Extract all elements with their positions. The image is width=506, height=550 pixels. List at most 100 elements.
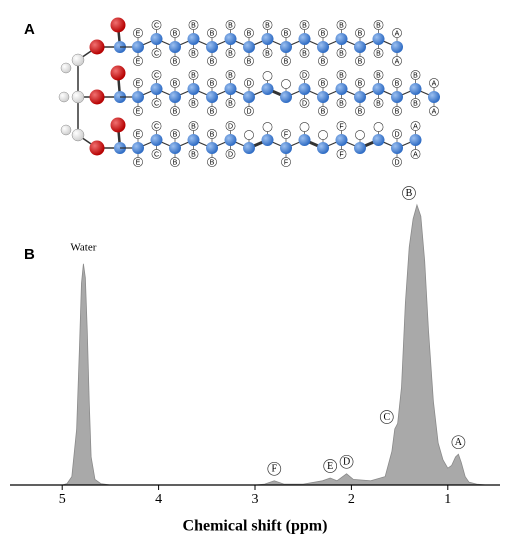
- hydrogen: [281, 79, 291, 89]
- proton-label: B: [210, 159, 215, 166]
- proton-label: B: [191, 123, 196, 130]
- hydrogen: [133, 56, 143, 66]
- hydrogen: [133, 157, 143, 167]
- proton-label: D: [246, 108, 251, 115]
- proton-label: B: [191, 151, 196, 158]
- hydrogen: [318, 28, 328, 38]
- annotation: D: [343, 457, 350, 468]
- proton-label: C: [154, 50, 159, 57]
- annotation: C: [383, 412, 390, 423]
- proton-label: A: [432, 80, 437, 87]
- carbon: [409, 83, 422, 95]
- proton-label: B: [376, 72, 381, 79]
- carbon: [391, 142, 403, 154]
- carbon: [335, 83, 348, 95]
- annotation-circle: [379, 410, 394, 424]
- hydrogen: [281, 28, 291, 38]
- annotation: B: [406, 188, 413, 199]
- proton-label: B: [173, 58, 178, 65]
- proton-label: B: [358, 108, 363, 115]
- hydrogen: [392, 157, 402, 167]
- carbon: [317, 91, 329, 103]
- panel-label: B: [24, 246, 35, 263]
- glycerol: [58, 17, 126, 156]
- hydrogen: [207, 106, 217, 116]
- hydrogen: [151, 70, 162, 80]
- carbon: [224, 134, 237, 146]
- hydrogen: [170, 56, 180, 66]
- carbon: [317, 142, 329, 154]
- x-axis-title: Chemical shift (ppm): [183, 518, 328, 535]
- hydrogen: [410, 121, 421, 131]
- hydrogen: [225, 149, 236, 159]
- hydrogen: [281, 157, 291, 167]
- hydrogen: [225, 98, 236, 108]
- spectrum-area: [23, 203, 487, 486]
- x-tick-label: 5: [59, 492, 66, 507]
- annotation-circle: [402, 186, 416, 200]
- carbon: [150, 83, 163, 95]
- hydrogen: [188, 98, 199, 108]
- proton-label: E: [136, 30, 141, 37]
- proton-label: C: [154, 72, 159, 79]
- proton-label: B: [302, 22, 307, 29]
- hydrogen: [170, 78, 180, 88]
- carbon: [409, 134, 422, 146]
- proton-label: B: [210, 30, 215, 37]
- proton-label: B: [321, 108, 326, 115]
- hydrogen: [170, 157, 180, 167]
- annotation: F: [271, 464, 277, 475]
- proton-label: C: [154, 22, 159, 29]
- proton-label: B: [321, 30, 326, 37]
- carbon: [354, 142, 366, 154]
- proton-label: B: [358, 58, 363, 65]
- proton-label: B: [191, 72, 196, 79]
- carbon: [150, 33, 163, 45]
- carbon: [280, 41, 292, 53]
- hydrogen: [170, 28, 180, 38]
- proton-label: B: [376, 100, 381, 107]
- hydrogen: [133, 78, 143, 88]
- proton-label: B: [228, 50, 233, 57]
- carbon: [132, 41, 144, 53]
- carbon: [206, 41, 218, 53]
- hydrogen: [318, 130, 328, 140]
- hydrogen: [392, 106, 402, 116]
- hydrogen: [299, 98, 310, 108]
- hydrogen: [299, 122, 310, 132]
- carbon: [335, 134, 348, 146]
- proton-label: A: [395, 58, 400, 65]
- proton-label: A: [413, 123, 418, 130]
- proton-label: A: [395, 30, 400, 37]
- hydrogen: [207, 78, 217, 88]
- proton-label: B: [376, 22, 381, 29]
- hydrogen: [151, 48, 162, 58]
- proton-label: A: [432, 108, 437, 115]
- carbon: [280, 91, 292, 103]
- proton-label: F: [339, 151, 343, 158]
- hydrogen: [262, 71, 273, 81]
- proton-label: D: [394, 159, 399, 166]
- spectrum: Water B C A DE F: [23, 186, 487, 486]
- carbon: [280, 142, 292, 154]
- carbon: [261, 83, 274, 95]
- hydrogen: [262, 48, 273, 58]
- annotation-circle: [323, 459, 338, 473]
- hydrogen: [207, 56, 217, 66]
- hydrogen: [410, 98, 421, 108]
- proton-label: B: [265, 50, 270, 57]
- hydrogen: [318, 106, 328, 116]
- hydrogen: [281, 129, 291, 139]
- proton-label: B: [173, 30, 178, 37]
- hydrogen: [318, 78, 328, 88]
- x-tick-label: 1: [444, 492, 451, 507]
- carbon: [298, 134, 311, 146]
- proton-label: F: [284, 159, 288, 166]
- proton-label: B: [210, 80, 215, 87]
- proton-label: D: [228, 151, 233, 158]
- hydrogen: [225, 48, 236, 58]
- proton-label: D: [246, 80, 251, 87]
- proton-label: C: [154, 151, 159, 158]
- hydrogen: [318, 56, 328, 66]
